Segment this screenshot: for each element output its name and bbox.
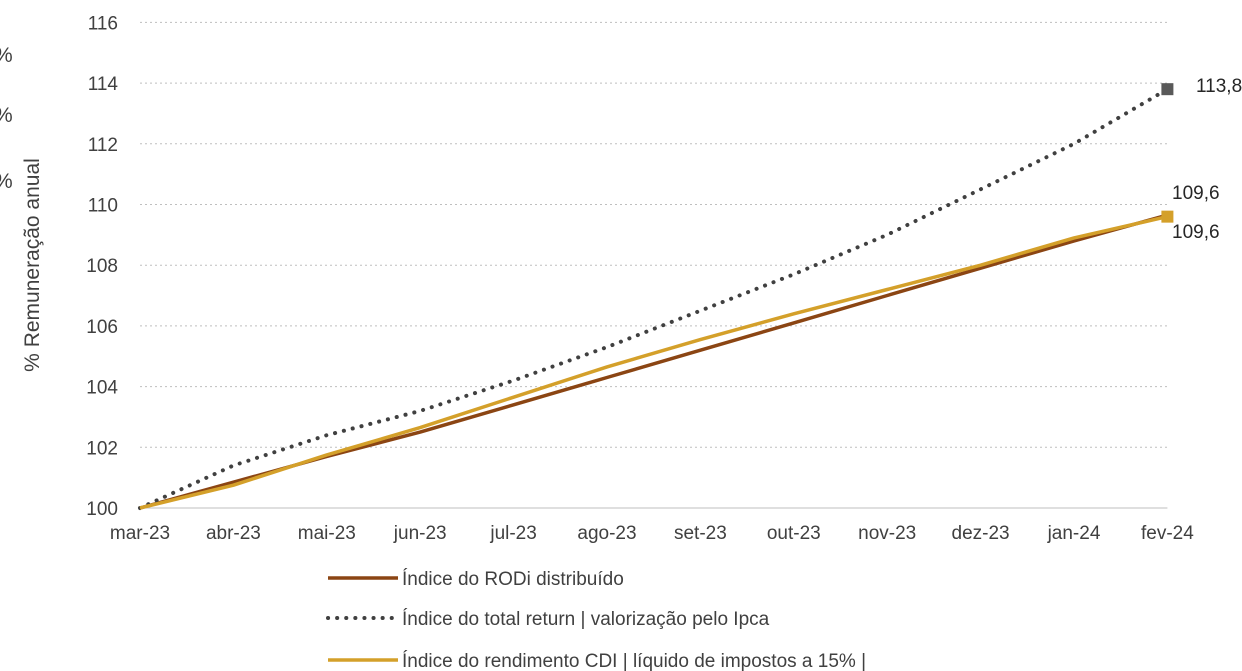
x-axis-ticks: mar-23 abr-23 mai-23 jun-23 jul-23 ago-23 set-… [110,523,1194,544]
y-tick-label: 100 [86,499,118,520]
y-tick-label: 102 [86,438,118,459]
x-tick-label: ago-23 [577,523,636,544]
y-tick-label: 108 [86,256,118,277]
x-tick-label: mar-23 [110,523,170,544]
series-line [138,87,1170,510]
x-tick-label: nov-23 [858,523,916,544]
y-tick-label: 116 [88,13,118,34]
y-tick-label: 104 [86,378,118,399]
x-tick-label: out-23 [767,523,821,544]
gridlines [140,21,1168,509]
data-label: 109,6 [1172,222,1220,243]
series-lines [138,87,1170,510]
series-line [139,214,1168,510]
x-tick-label: dez-23 [952,523,1010,544]
x-tick-label: jan-24 [1047,523,1101,544]
x-tick-label: jun-23 [393,523,447,544]
data-labels: 113,8 109,6 109,6 [1172,76,1242,243]
series-end-marker [1161,210,1174,223]
x-tick-label: set-23 [674,523,727,544]
y-tick-label: 112 [88,135,118,156]
y-tick-label: 110 [88,196,118,217]
edge-fragment-text: % [0,170,13,193]
legend-label: Índice do RODi distribuído [402,569,624,590]
data-label: 113,8 [1196,76,1242,97]
y-axis-label: % Remuneração anual [21,158,44,372]
left-edge-fragments: %%% [0,44,13,193]
legend-label: Índice do total return | valorização pel… [402,609,770,630]
data-label: 109,6 [1172,183,1220,204]
series-end-marker [1161,83,1174,96]
legend: Índice do RODi distribuído Índice do tota… [326,569,866,671]
edge-fragment-text: % [0,44,13,67]
x-tick-label: mai-23 [298,523,356,544]
y-tick-label: 106 [86,317,118,338]
end-markers [1161,83,1174,223]
edge-fragment-text: % [0,104,13,127]
y-axis-ticks: 100 102 104 106 108 110 112 114 116 [86,13,118,520]
x-tick-label: fev-24 [1141,523,1194,544]
legend-label: Índice do rendimento CDI | líquido de im… [402,651,866,671]
x-tick-label: jul-23 [489,523,536,544]
y-tick-label: 114 [88,74,119,95]
x-tick-label: abr-23 [206,523,261,544]
